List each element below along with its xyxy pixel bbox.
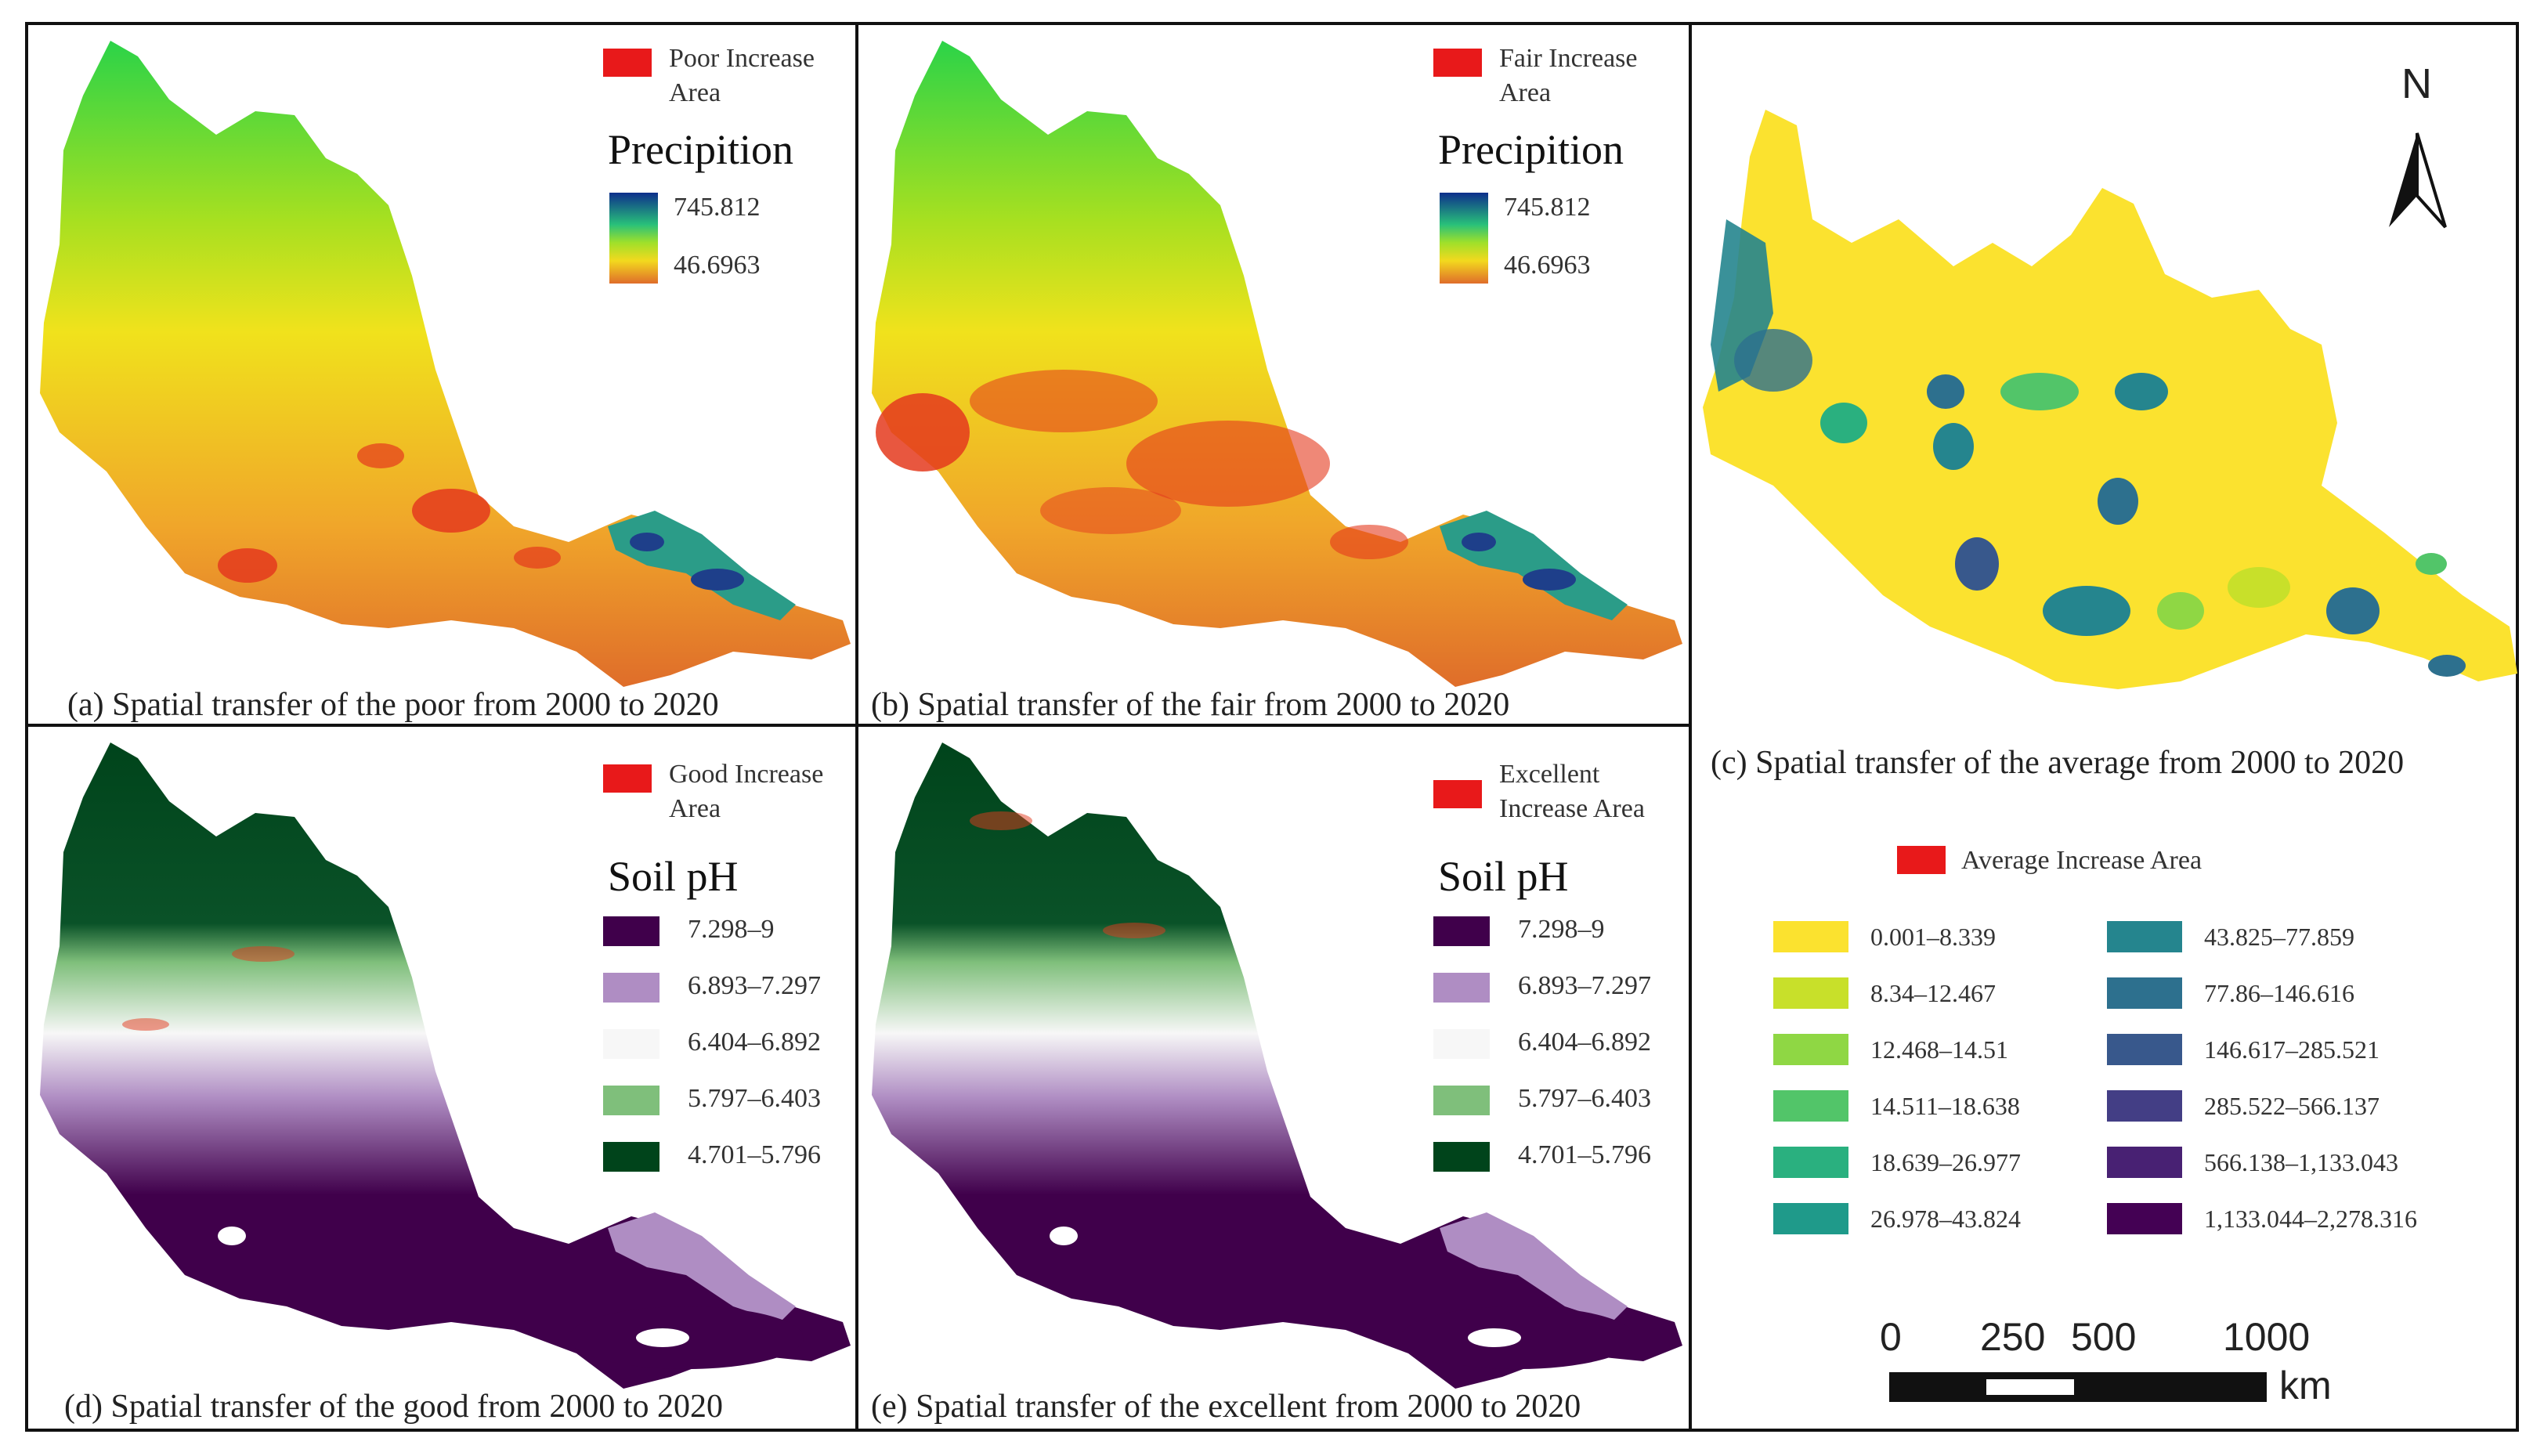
increase-label-line1: Good Increase <box>669 760 824 789</box>
soil-ph-label: 5.797–6.403 <box>1518 1084 1651 1113</box>
scale-unit: km <box>2279 1364 2332 1407</box>
legend-title: Soil pH <box>1438 853 1569 900</box>
soil-ph-label: 6.404–6.892 <box>688 1028 821 1057</box>
soil-ph-label: 6.893–7.297 <box>1518 971 1651 1000</box>
precip-map-b <box>872 41 1682 687</box>
soil-ph-swatch <box>1433 916 1490 946</box>
average-class-swatch <box>1773 1203 1848 1234</box>
soil-ph-swatch <box>1433 973 1490 1003</box>
increase-label-line1: Fair Increase <box>1499 44 1638 73</box>
average-class-label: 285.522–566.137 <box>2204 1092 2380 1120</box>
legend-min-value: 46.6963 <box>674 251 761 280</box>
increase-swatch <box>1433 49 1482 77</box>
soil-ph-label: 4.701–5.796 <box>1518 1140 1651 1169</box>
soil-ph-swatch <box>603 1086 659 1115</box>
soil-ph-label: 7.298–9 <box>688 915 775 944</box>
average-class-swatch <box>2107 977 2182 1009</box>
soil-ph-swatch <box>603 973 659 1003</box>
increase-label-line2: Area <box>1499 78 1552 107</box>
divider-bc <box>1689 22 1692 1432</box>
scale-tick-label: 250 <box>1980 1315 2046 1359</box>
average-class-swatch <box>2107 1034 2182 1065</box>
scale-bar <box>1889 1372 2267 1402</box>
average-class-label: 8.34–12.467 <box>1870 979 1996 1007</box>
average-map-c <box>1703 110 2517 689</box>
increase-label-line2: Area <box>669 78 721 107</box>
average-class-swatch <box>2107 1203 2182 1234</box>
precip-gradient-swatch <box>1440 193 1488 284</box>
soil-ph-label: 7.298–9 <box>1518 915 1605 944</box>
scale-tick-label: 1000 <box>2223 1315 2311 1359</box>
soil-ph-label: 5.797–6.403 <box>688 1084 821 1113</box>
legend-title: Precipition <box>1438 126 1624 173</box>
average-increase-label: Average Increase Area <box>1961 846 2203 875</box>
average-class-swatch <box>1773 921 1848 952</box>
average-class-label: 1,133.044–2,278.316 <box>2204 1205 2417 1233</box>
soil-ph-swatch <box>1433 1086 1490 1115</box>
soil-ph-map-e <box>872 742 1682 1389</box>
increase-swatch <box>603 49 652 77</box>
caption-a: (a) Spatial transfer of the poor from 20… <box>67 687 719 723</box>
increase-label-line2: Increase Area <box>1499 794 1645 823</box>
legend-max-value: 745.812 <box>674 193 761 222</box>
precip-gradient-swatch <box>609 193 658 284</box>
average-class-label: 18.639–26.977 <box>1870 1148 2021 1176</box>
scale-tick-label: 0 <box>1880 1315 1902 1359</box>
average-class-label: 14.511–18.638 <box>1870 1092 2020 1120</box>
caption-e: (e) Spatial transfer of the excellent fr… <box>871 1389 1581 1425</box>
average-class-swatch <box>1773 1034 1848 1065</box>
average-class-label: 26.978–43.824 <box>1870 1205 2021 1233</box>
average-class-label: 146.617–285.521 <box>2204 1035 2380 1064</box>
divider-row <box>25 724 1692 727</box>
north-arrow-icon <box>2389 132 2447 229</box>
soil-ph-swatch <box>1433 1142 1490 1172</box>
average-class-swatch <box>1773 1090 1848 1122</box>
increase-swatch <box>1433 780 1482 808</box>
soil-ph-label: 6.893–7.297 <box>688 971 821 1000</box>
average-class-swatch <box>1773 1147 1848 1178</box>
average-class-swatch <box>2107 1147 2182 1178</box>
divider-ab <box>855 22 858 1432</box>
legend-title: Precipition <box>608 126 793 173</box>
soil-ph-label: 4.701–5.796 <box>688 1140 821 1169</box>
scale-tick-label: 500 <box>2071 1315 2137 1359</box>
average-class-swatch <box>1773 977 1848 1009</box>
precip-map-a <box>40 41 851 687</box>
soil-ph-swatch <box>603 916 659 946</box>
increase-label-line1: Poor Increase <box>669 44 815 73</box>
soil-ph-label: 6.404–6.892 <box>1518 1028 1651 1057</box>
soil-ph-swatch <box>603 1142 659 1172</box>
soil-ph-swatch <box>1433 1029 1490 1059</box>
figure-frame <box>25 22 2519 1432</box>
increase-label-line2: Area <box>669 794 721 823</box>
average-class-label: 77.86–146.616 <box>2204 979 2354 1007</box>
average-class-label: 43.825–77.859 <box>2204 923 2354 951</box>
legend-min-value: 46.6963 <box>1504 251 1591 280</box>
average-class-label: 12.468–14.51 <box>1870 1035 2008 1064</box>
average-class-swatch <box>2107 1090 2182 1122</box>
soil-ph-map-d <box>40 742 851 1389</box>
increase-swatch <box>1897 846 1946 874</box>
increase-label-line1: Excellent <box>1499 760 1600 789</box>
increase-swatch <box>603 764 652 793</box>
caption-d: (d) Spatial transfer of the good from 20… <box>64 1389 723 1425</box>
north-label: N <box>2401 60 2432 107</box>
average-class-label: 0.001–8.339 <box>1870 923 1996 951</box>
legend-title: Soil pH <box>608 853 739 900</box>
soil-ph-swatch <box>603 1029 659 1059</box>
average-class-label: 566.138–1,133.043 <box>2204 1148 2398 1176</box>
caption-b: (b) Spatial transfer of the fair from 20… <box>871 687 1510 723</box>
legend-max-value: 745.812 <box>1504 193 1591 222</box>
scale-bar-white-segment <box>1986 1379 2074 1395</box>
average-class-swatch <box>2107 921 2182 952</box>
caption-c: (c) Spatial transfer of the average from… <box>1711 745 2405 781</box>
